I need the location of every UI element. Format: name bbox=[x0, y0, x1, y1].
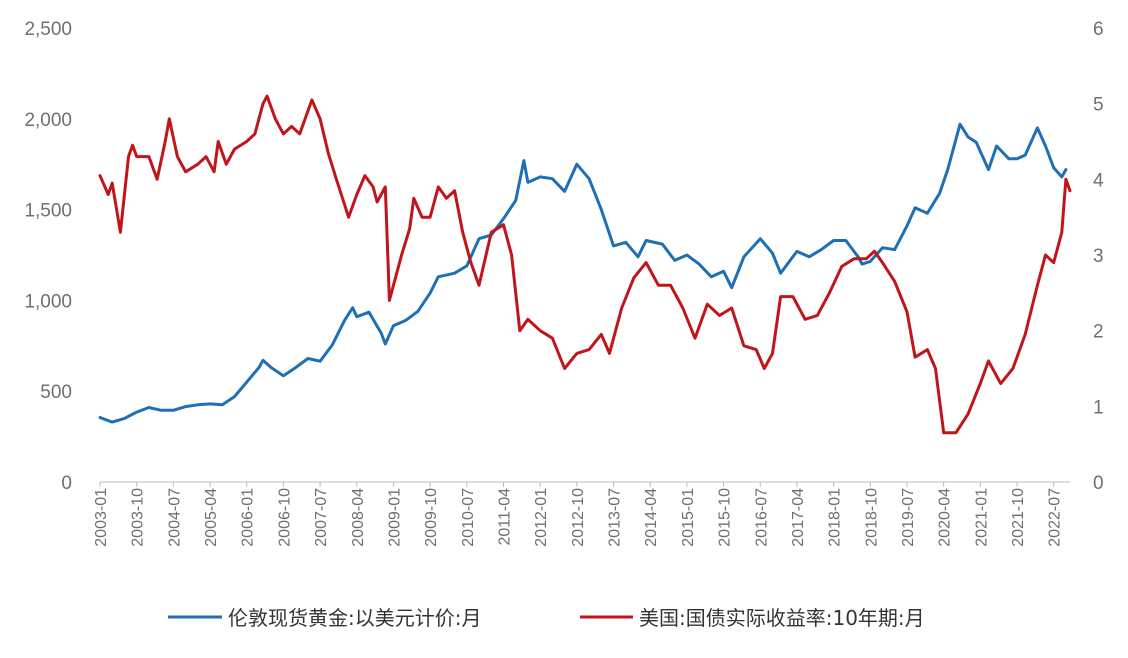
legend-label-real-yield: 美国:国债实际收益率:10年期:月 bbox=[639, 606, 925, 630]
x-tick-label: 2009-10 bbox=[423, 488, 440, 547]
x-tick-label: 2021-10 bbox=[1010, 488, 1027, 547]
x-tick-label: 2015-01 bbox=[680, 488, 697, 547]
left-tick-label: 1,500 bbox=[24, 201, 72, 222]
series-line-gold bbox=[98, 122, 1068, 424]
x-tick-label: 2008-04 bbox=[350, 488, 367, 547]
x-tick-label: 2020-04 bbox=[937, 488, 954, 547]
x-tick-label: 2021-01 bbox=[973, 488, 990, 547]
x-tick-label: 2014-04 bbox=[643, 488, 660, 547]
right-tick-label: 1 bbox=[1093, 397, 1104, 418]
legend-label-gold: 伦敦现货黄金:以美元计价:月 bbox=[228, 606, 481, 630]
x-tick-label: 2018-01 bbox=[827, 488, 844, 547]
x-tick-label: 2017-04 bbox=[790, 488, 807, 547]
left-axis: 0 500 1,000 1,500 2,000 2,500 bbox=[24, 19, 72, 494]
x-tick-label: 2009-01 bbox=[386, 488, 403, 547]
x-tick-label: 2015-10 bbox=[717, 488, 734, 547]
x-tick-label: 2003-10 bbox=[130, 488, 147, 547]
right-axis: 0 1 2 3 4 5 6 bbox=[1093, 19, 1104, 494]
x-tick-label: 2007-07 bbox=[313, 488, 330, 547]
right-tick-label: 3 bbox=[1093, 246, 1104, 267]
x-tick-label: 2006-10 bbox=[276, 488, 293, 547]
left-tick-label: 1,000 bbox=[24, 291, 72, 312]
series-layer bbox=[98, 94, 1072, 435]
x-tick-label: 2010-07 bbox=[460, 488, 477, 547]
x-tick-label: 2004-07 bbox=[166, 488, 183, 547]
legend: 伦敦现货黄金:以美元计价:月 美国:国债实际收益率:10年期:月 bbox=[168, 606, 925, 630]
x-tick-label: 2013-07 bbox=[607, 488, 624, 547]
left-tick-label: 2,500 bbox=[24, 19, 72, 40]
right-tick-label: 6 bbox=[1093, 19, 1104, 40]
x-tick-label: 2012-10 bbox=[570, 488, 587, 547]
x-tick-label: 2018-10 bbox=[863, 488, 880, 547]
x-tick-label: 2003-01 bbox=[93, 488, 110, 547]
right-tick-label: 5 bbox=[1093, 95, 1104, 116]
right-tick-label: 0 bbox=[1093, 473, 1104, 494]
left-tick-label: 500 bbox=[40, 382, 72, 403]
series-line-real-yield bbox=[98, 94, 1072, 435]
x-tick-label: 2011-04 bbox=[496, 488, 513, 546]
x-axis: 2003-01 2003-10 2004-07 2005-04 2006-01 2006-… bbox=[93, 482, 1064, 547]
x-tick-label: 2005-04 bbox=[203, 488, 220, 547]
left-tick-label: 0 bbox=[61, 473, 72, 494]
right-tick-label: 4 bbox=[1093, 170, 1104, 191]
x-tick-label: 2019-07 bbox=[900, 488, 917, 547]
x-tick-label: 2006-01 bbox=[240, 488, 257, 547]
x-tick-label: 2012-01 bbox=[533, 488, 550, 547]
x-tick-label: 2016-07 bbox=[753, 488, 770, 547]
right-tick-label: 2 bbox=[1093, 322, 1104, 343]
left-tick-label: 2,000 bbox=[24, 110, 72, 131]
x-tick-label: 2022-07 bbox=[1047, 488, 1064, 547]
